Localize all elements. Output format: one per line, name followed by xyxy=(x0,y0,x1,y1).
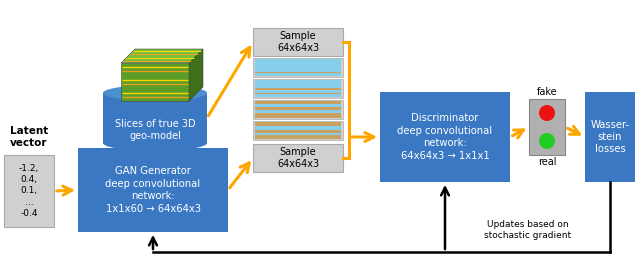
Text: -1.2,
0.4,
0.1,
...
-0.4: -1.2, 0.4, 0.1, ... -0.4 xyxy=(19,164,39,218)
Polygon shape xyxy=(121,63,189,101)
Polygon shape xyxy=(121,49,203,63)
Text: Wasser-
stein
losses: Wasser- stein losses xyxy=(591,120,630,154)
Bar xyxy=(255,59,341,72)
Text: Latent
vector: Latent vector xyxy=(10,126,48,148)
Bar xyxy=(255,72,341,73)
Bar xyxy=(253,100,343,119)
Bar xyxy=(255,88,341,90)
Bar xyxy=(4,155,54,227)
Text: Slices of true 3D
geo-model: Slices of true 3D geo-model xyxy=(115,119,195,141)
Bar xyxy=(255,104,341,107)
Text: real: real xyxy=(538,157,556,167)
Bar xyxy=(585,92,635,182)
Bar xyxy=(255,110,341,113)
Bar xyxy=(255,101,341,104)
Bar xyxy=(255,130,341,133)
Bar xyxy=(103,93,207,143)
Circle shape xyxy=(539,133,555,149)
Text: fake: fake xyxy=(537,87,557,97)
Bar xyxy=(529,99,565,155)
Bar xyxy=(255,95,341,97)
Bar xyxy=(255,122,341,126)
Circle shape xyxy=(539,105,555,121)
Text: Sample
64x64x3: Sample 64x64x3 xyxy=(277,147,319,169)
Text: Updates based on
stochastic gradient: Updates based on stochastic gradient xyxy=(484,220,571,240)
Bar xyxy=(255,90,341,93)
Bar xyxy=(255,133,341,135)
Bar xyxy=(255,126,341,130)
Bar xyxy=(255,113,341,118)
Bar xyxy=(255,80,341,88)
Bar xyxy=(253,58,343,77)
Bar xyxy=(253,121,343,140)
Bar xyxy=(255,93,341,95)
Bar xyxy=(78,148,228,232)
Ellipse shape xyxy=(103,135,207,151)
Bar xyxy=(253,144,343,172)
Bar xyxy=(255,135,341,139)
Text: GAN Generator
deep convolutional
network:
1x1x60 → 64x64x3: GAN Generator deep convolutional network… xyxy=(106,166,200,214)
Bar xyxy=(253,79,343,98)
Text: Sample
64x64x3: Sample 64x64x3 xyxy=(277,31,319,53)
Text: Discriminator
deep convolutional
network:
64x64x3 → 1x1x1: Discriminator deep convolutional network… xyxy=(397,113,493,160)
Bar xyxy=(253,28,343,56)
Polygon shape xyxy=(189,49,203,101)
Ellipse shape xyxy=(103,85,207,101)
Bar xyxy=(255,73,341,76)
Bar xyxy=(255,107,341,110)
Bar xyxy=(380,92,510,182)
